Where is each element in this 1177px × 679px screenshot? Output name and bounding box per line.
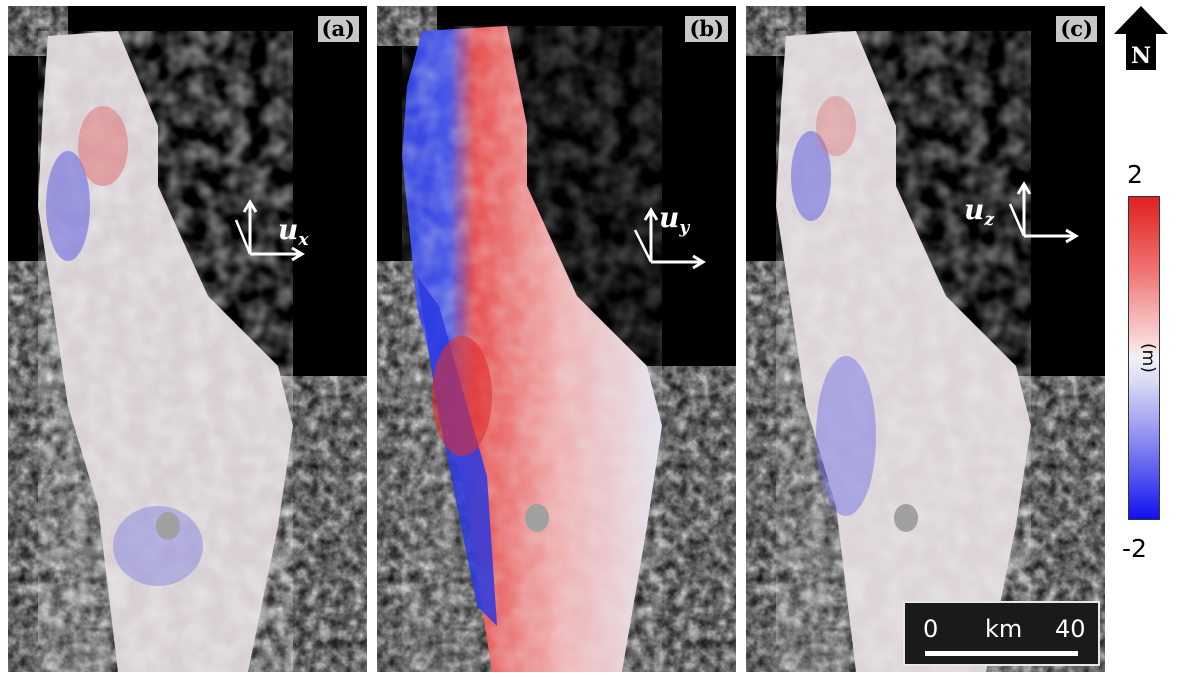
terrain-west — [746, 261, 856, 672]
axis-label: uz — [964, 193, 995, 231]
north-arrow-icon: N — [1114, 6, 1168, 70]
terrain-map — [377, 6, 736, 672]
red-anomaly — [432, 336, 492, 456]
axes-icon — [633, 207, 706, 270]
blue-anomaly — [46, 151, 90, 261]
lake — [156, 512, 180, 540]
terrain-east — [248, 376, 367, 672]
scale-start-label: 0 — [923, 615, 939, 643]
red-anomaly — [78, 106, 128, 186]
colorbar-unit-label: (m) — [1138, 343, 1158, 373]
axes-icon — [1008, 181, 1079, 244]
colorbar — [1128, 196, 1160, 520]
panel-label: (b) — [685, 16, 728, 42]
scale-end-label: 40 — [1055, 615, 1086, 643]
red-anomaly — [816, 96, 856, 156]
map-panel-b: (b) uy — [377, 6, 736, 672]
displacement-texture — [776, 31, 1031, 672]
panel-label: (c) — [1056, 16, 1097, 42]
terrain-west — [377, 261, 497, 672]
map-panel-a: (a) ux — [8, 6, 367, 672]
north-label: N — [1131, 43, 1151, 69]
axes-icon — [234, 199, 305, 262]
blue-anomaly — [816, 356, 876, 516]
blue-anomaly — [113, 506, 203, 586]
lake — [894, 504, 918, 532]
axis-label: ux — [278, 213, 309, 251]
blue-anomaly — [791, 131, 831, 221]
terrain-map — [8, 6, 367, 672]
colorbar-min-label: -2 — [1122, 534, 1147, 563]
scale-unit-label: km — [985, 615, 1023, 643]
colorbar-max-label: 2 — [1127, 160, 1143, 189]
displacement-texture — [402, 26, 662, 672]
axis-label: uy — [659, 201, 690, 239]
map-panel-c: (c) uz — [746, 6, 1105, 672]
terrain-map — [746, 6, 1105, 672]
scale-bar: 0 km 40 — [903, 601, 1100, 666]
terrain-east — [986, 376, 1105, 672]
panel-label: (a) — [317, 16, 359, 42]
lake — [525, 504, 549, 532]
terrain-west — [8, 261, 118, 672]
displacement-texture — [38, 31, 293, 672]
scale-line — [925, 651, 1078, 656]
